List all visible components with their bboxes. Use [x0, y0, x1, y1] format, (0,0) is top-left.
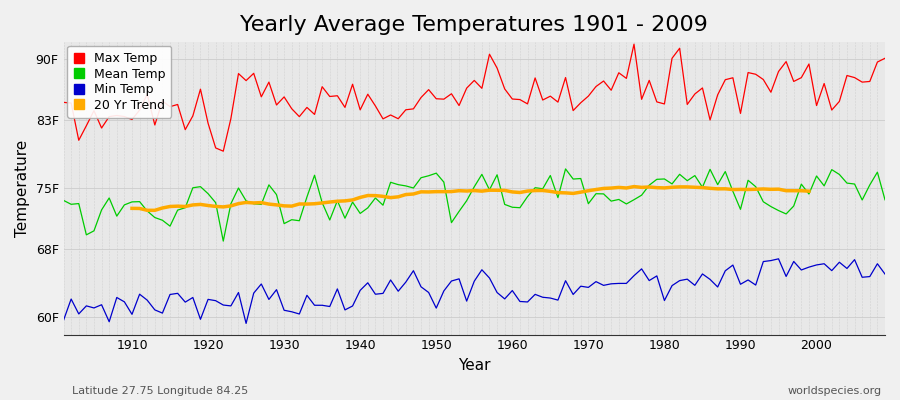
Y-axis label: Temperature: Temperature — [15, 140, 30, 237]
Text: Latitude 27.75 Longitude 84.25: Latitude 27.75 Longitude 84.25 — [72, 386, 248, 396]
Legend: Max Temp, Mean Temp, Min Temp, 20 Yr Trend: Max Temp, Mean Temp, Min Temp, 20 Yr Tre… — [68, 46, 171, 118]
Title: Yearly Average Temperatures 1901 - 2009: Yearly Average Temperatures 1901 - 2009 — [240, 15, 708, 35]
Text: worldspecies.org: worldspecies.org — [788, 386, 882, 396]
X-axis label: Year: Year — [458, 358, 491, 373]
